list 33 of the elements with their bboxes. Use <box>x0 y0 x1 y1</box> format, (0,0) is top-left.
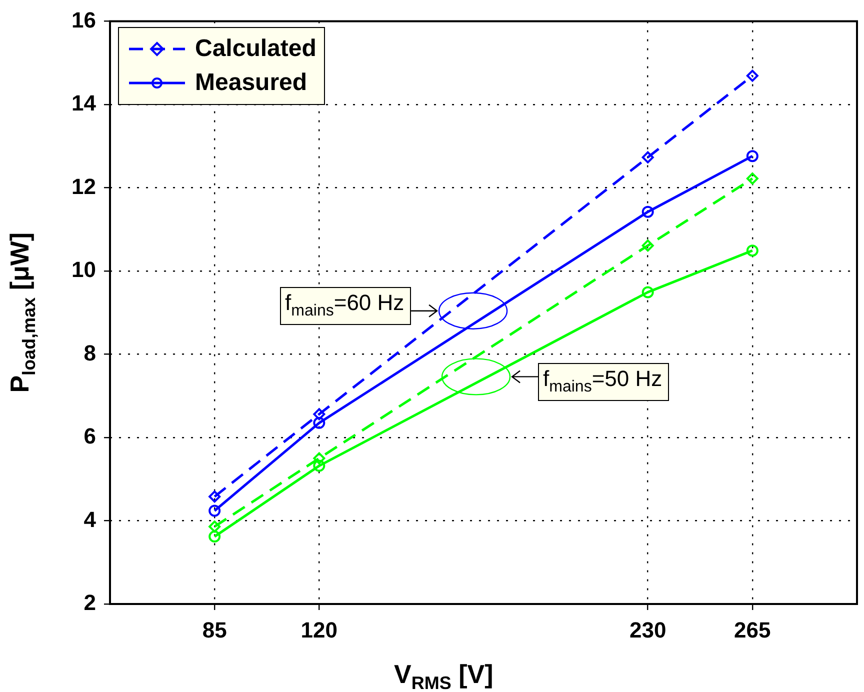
point <box>642 151 654 164</box>
annotation: f$_{mains}$=60 Hz <box>280 286 412 326</box>
point <box>208 530 221 543</box>
y-tick-label: 6 <box>84 424 96 449</box>
x-axis-title: V$_{RMS}$ [V] <box>394 659 494 692</box>
point <box>313 452 326 464</box>
y-tick-label: 4 <box>84 506 97 532</box>
y-tick-label: 8 <box>84 340 96 366</box>
x-tick-label: 230 <box>629 617 666 642</box>
x-tick-label: 265 <box>734 617 771 642</box>
point <box>208 520 221 533</box>
point <box>746 150 758 162</box>
y-tick-label: 2 <box>84 590 96 616</box>
y-tick-label: 12 <box>72 174 96 199</box>
point <box>642 206 654 218</box>
point <box>746 172 758 185</box>
point <box>313 416 326 429</box>
x-tick-label: 120 <box>300 617 338 642</box>
point <box>313 460 326 472</box>
point <box>642 240 654 252</box>
point <box>208 504 221 517</box>
y-tick-label: 14 <box>72 90 97 116</box>
annotation: f$_{mains}$=50 Hz <box>538 362 670 402</box>
y-tick-label: 16 <box>72 7 96 32</box>
point <box>746 70 758 82</box>
legend-label: Measured <box>195 69 308 98</box>
point <box>313 408 326 420</box>
point <box>746 244 758 257</box>
point <box>208 490 221 503</box>
point <box>642 286 654 298</box>
y-tick-label: 10 <box>72 257 96 282</box>
legend-label: Calculated <box>195 35 316 64</box>
x-tick-label: 85 <box>202 617 227 642</box>
